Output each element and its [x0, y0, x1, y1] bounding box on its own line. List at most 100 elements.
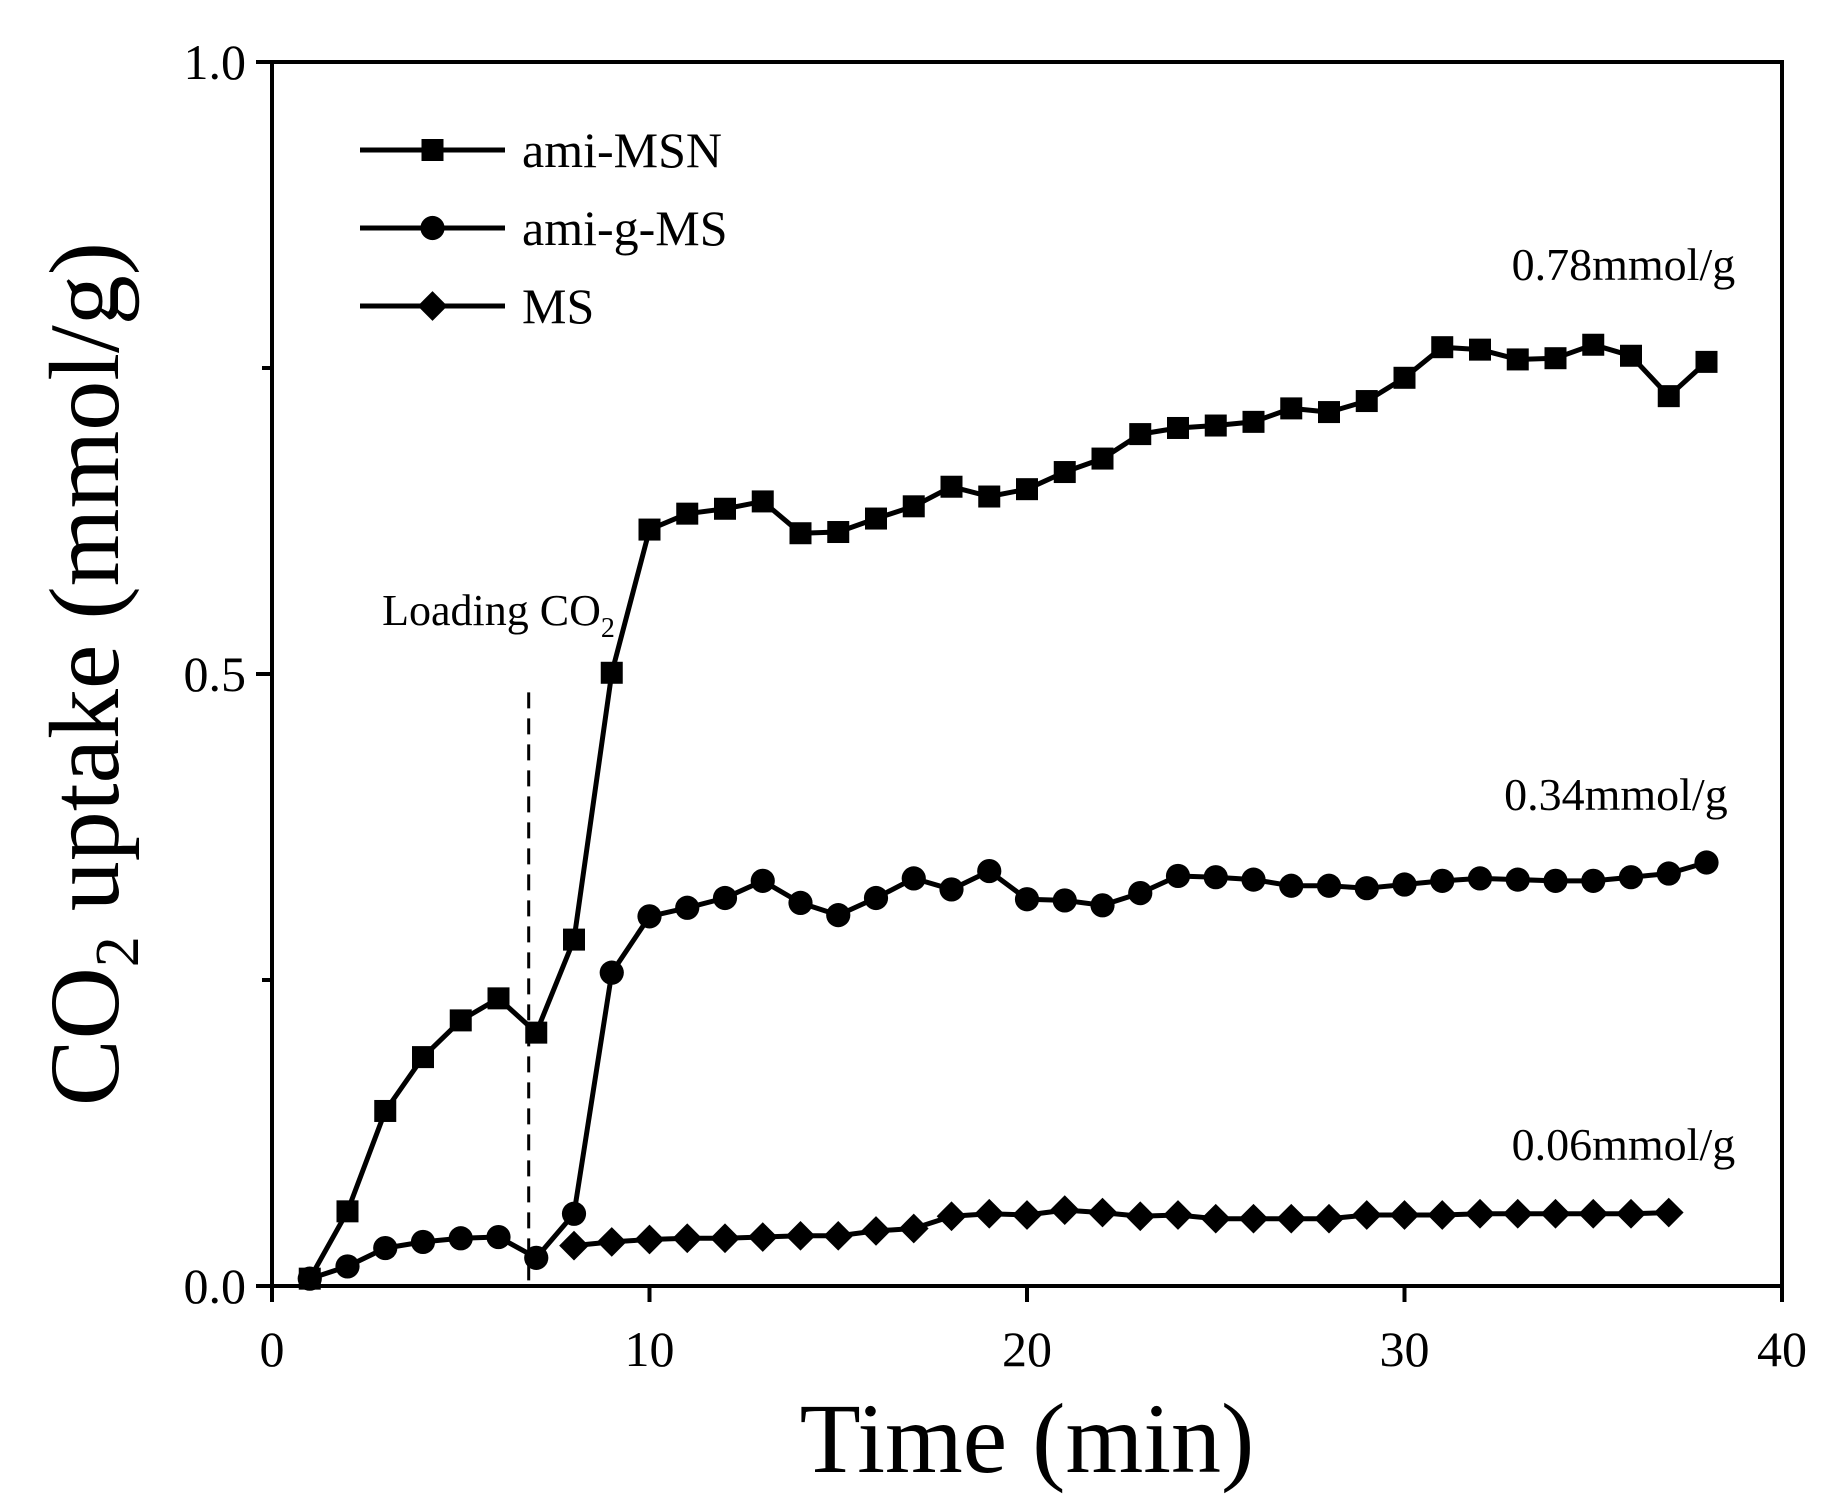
data-point-ms	[974, 1198, 1005, 1229]
data-point-ms	[596, 1227, 627, 1257]
series-line-ami-msn	[307, 342, 1709, 1280]
data-point-ami-g-ms	[1505, 867, 1530, 892]
data-point-ami-g-ms	[1618, 865, 1644, 890]
data-point-ami-g-ms	[1203, 865, 1228, 890]
data-point-ms	[1616, 1198, 1646, 1229]
data-point-ms	[898, 1213, 929, 1244]
data-point-ami-msn	[525, 1021, 548, 1044]
data-point-ami-msn	[1016, 478, 1038, 501]
data-point-ms	[1351, 1200, 1382, 1230]
data-point-ami-g-ms	[750, 868, 775, 893]
data-point-ms	[1163, 1200, 1193, 1230]
value-annotation: 0.06mmol/g	[1512, 1119, 1736, 1170]
data-point-ms	[785, 1220, 816, 1251]
data-point-ms	[672, 1223, 703, 1254]
data-point-ami-msn	[1053, 461, 1076, 484]
data-point-ms	[1653, 1197, 1684, 1228]
data-point-ami-g-ms	[1316, 873, 1342, 898]
data-point-ami-g-ms	[1128, 880, 1153, 906]
loading-label: Loading CO2	[382, 586, 615, 644]
data-point-ami-g-ms	[1052, 888, 1077, 913]
data-point-ami-msn	[374, 1099, 397, 1122]
value-annotation: 0.78mmol/g	[1512, 239, 1736, 290]
data-point-ms	[1578, 1198, 1609, 1229]
data-point-ami-g-ms	[561, 1201, 587, 1226]
data-point-ami-g-ms	[1165, 863, 1191, 889]
data-point-ami-msn	[1167, 416, 1189, 439]
data-point-ami-msn	[902, 495, 925, 518]
data-point-ami-g-ms	[1279, 873, 1304, 898]
data-point-ami-msn	[1318, 401, 1340, 424]
data-point-ami-g-ms	[1392, 872, 1417, 897]
data-point-ms	[1427, 1200, 1458, 1230]
data-point-ami-msn	[1544, 347, 1567, 370]
x-tick-label: 20	[1002, 1321, 1052, 1377]
data-point-ms	[1389, 1200, 1420, 1230]
x-tick-label: 30	[1380, 1321, 1430, 1377]
data-point-ami-msn	[1129, 423, 1152, 446]
data-point-ami-msn	[1431, 336, 1454, 359]
data-point-ami-msn	[827, 521, 850, 544]
x-tick-label: 10	[625, 1321, 675, 1377]
data-point-ami-g-ms	[977, 858, 1002, 884]
data-point-ami-msn	[1091, 447, 1114, 470]
data-point-ms	[936, 1201, 967, 1232]
data-point-ami-msn	[1355, 390, 1378, 413]
data-point-ami-g-ms	[410, 1229, 436, 1255]
data-point-ami-msn	[676, 502, 699, 525]
data-point-ami-g-ms	[486, 1224, 511, 1250]
data-point-ami-g-ms	[1241, 867, 1266, 892]
legend-marker	[420, 215, 445, 241]
data-point-ami-msn	[1393, 366, 1416, 389]
data-point-ami-msn	[638, 518, 661, 541]
data-point-ami-msn	[487, 987, 510, 1010]
data-point-ami-g-ms	[637, 904, 662, 929]
data-point-ami-msn	[449, 1009, 472, 1032]
data-point-ms	[861, 1216, 891, 1246]
data-point-ms	[1125, 1201, 1156, 1232]
data-point-ms	[1200, 1203, 1231, 1234]
data-point-ami-msn	[336, 1200, 359, 1223]
data-point-ami-msn	[1695, 350, 1718, 373]
y-axis-title: CO2 uptake (mmol/g)	[29, 242, 152, 1106]
y-tick-label: 0.0	[184, 1258, 247, 1314]
data-point-ami-msn	[714, 497, 736, 520]
data-point-ami-g-ms	[788, 890, 813, 915]
data-point-ami-msn	[751, 490, 774, 513]
data-point-ms	[1012, 1200, 1042, 1230]
data-point-ami-msn	[1657, 385, 1680, 408]
data-point-ami-g-ms	[1694, 850, 1719, 875]
data-point-ami-msn	[1469, 338, 1491, 361]
legend-marker	[421, 139, 444, 161]
data-point-ami-g-ms	[712, 885, 738, 911]
data-point-ami-msn	[563, 928, 585, 951]
data-point-ms	[747, 1222, 778, 1252]
data-point-ami-msn	[412, 1046, 434, 1069]
data-point-ami-g-ms	[863, 885, 889, 911]
data-point-ami-g-ms	[1090, 893, 1115, 918]
data-point-ms	[1049, 1195, 1080, 1225]
data-point-ami-msn	[978, 485, 1001, 508]
y-tick-label: 1.0	[184, 34, 247, 90]
data-point-ms	[1465, 1198, 1495, 1229]
series-markers	[297, 333, 1719, 1291]
y-tick-label: 0.5	[184, 646, 247, 702]
x-tick-label: 40	[1757, 1321, 1807, 1377]
legend-label: MS	[522, 278, 594, 334]
x-tick-label: 0	[260, 1321, 285, 1377]
data-point-ami-g-ms	[939, 877, 964, 902]
data-point-ami-msn	[940, 475, 963, 498]
data-point-ami-g-ms	[901, 866, 926, 891]
data-point-ami-g-ms	[373, 1235, 398, 1261]
data-point-ami-g-ms	[599, 960, 624, 985]
legend-label: ami-MSN	[522, 122, 722, 178]
data-point-ami-g-ms	[1014, 887, 1040, 912]
data-point-ami-msn	[1620, 344, 1642, 367]
data-point-ms	[634, 1224, 665, 1255]
data-point-ami-msn	[1506, 348, 1529, 371]
data-point-ami-g-ms	[1467, 866, 1493, 891]
data-point-ami-g-ms	[1430, 868, 1455, 893]
legend: ami-MSN ami-g-MS MS	[360, 122, 728, 334]
legend-label: ami-g-MS	[522, 200, 728, 256]
